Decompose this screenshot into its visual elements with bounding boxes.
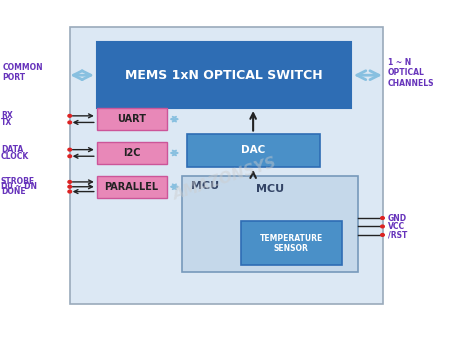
Circle shape xyxy=(68,115,72,117)
FancyBboxPatch shape xyxy=(97,176,166,198)
FancyBboxPatch shape xyxy=(97,142,166,164)
Circle shape xyxy=(68,185,72,188)
Text: UART: UART xyxy=(117,114,146,124)
Text: GND: GND xyxy=(388,214,407,222)
Text: MCU: MCU xyxy=(256,184,284,194)
Text: DONE: DONE xyxy=(1,187,26,196)
Text: TX: TX xyxy=(1,118,12,127)
Text: TEMPERATURE
SENSOR: TEMPERATURE SENSOR xyxy=(260,234,323,253)
Text: I2C: I2C xyxy=(123,148,140,158)
Text: VCC: VCC xyxy=(388,222,405,231)
Text: MEMS 1xN OPTICAL SWITCH: MEMS 1xN OPTICAL SWITCH xyxy=(125,69,323,82)
Text: DAC: DAC xyxy=(241,145,265,155)
Text: COMMON
PORT: COMMON PORT xyxy=(2,63,43,82)
Text: D0 ~ DN: D0 ~ DN xyxy=(1,182,37,191)
Text: STROBE: STROBE xyxy=(1,177,35,187)
Circle shape xyxy=(68,180,72,183)
Text: CLOCK: CLOCK xyxy=(1,152,29,161)
FancyBboxPatch shape xyxy=(187,134,320,167)
Text: /RST: /RST xyxy=(388,231,407,239)
Circle shape xyxy=(68,148,72,151)
Text: PARALLEL: PARALLEL xyxy=(104,182,159,192)
Text: AMAZONSYS: AMAZONSYS xyxy=(171,155,279,203)
Circle shape xyxy=(68,190,72,193)
FancyBboxPatch shape xyxy=(70,27,382,304)
Text: 1 ~ N
OPTICAL
CHANNELS: 1 ~ N OPTICAL CHANNELS xyxy=(388,58,434,88)
FancyBboxPatch shape xyxy=(97,108,166,130)
Circle shape xyxy=(381,217,384,219)
FancyBboxPatch shape xyxy=(97,42,351,108)
FancyBboxPatch shape xyxy=(241,221,342,265)
FancyBboxPatch shape xyxy=(182,176,358,272)
Text: DATA: DATA xyxy=(1,145,23,154)
Text: RX: RX xyxy=(1,111,13,120)
Text: MCU: MCU xyxy=(191,181,220,191)
Circle shape xyxy=(381,225,384,228)
Circle shape xyxy=(381,234,384,236)
Circle shape xyxy=(68,121,72,124)
Circle shape xyxy=(68,155,72,158)
